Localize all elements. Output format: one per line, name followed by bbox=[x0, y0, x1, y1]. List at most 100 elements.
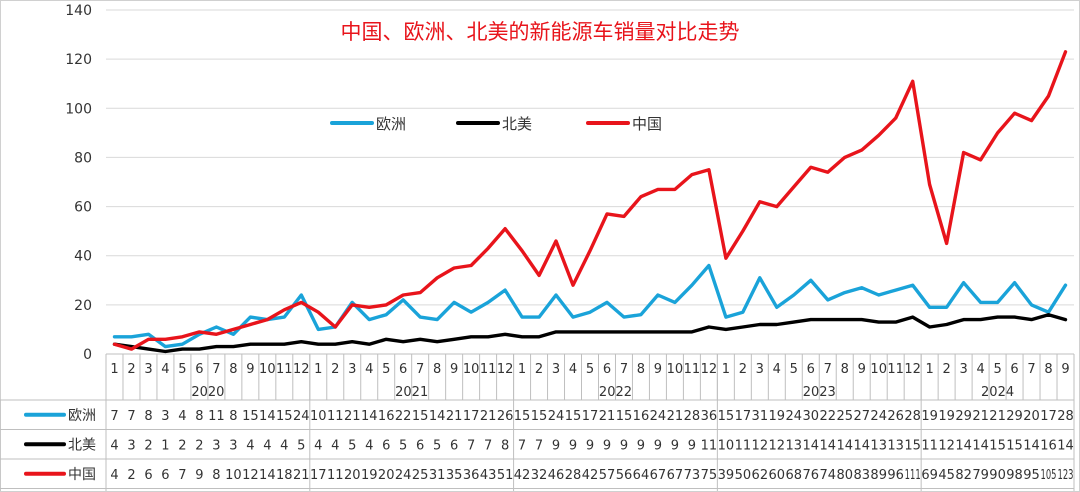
x-tick-label: 2 bbox=[739, 362, 747, 377]
table-cell: 28 bbox=[684, 409, 701, 424]
x-tick-label: 9 bbox=[654, 362, 662, 377]
table-cell: 36 bbox=[463, 468, 480, 483]
x-tick-label: 6 bbox=[1010, 362, 1018, 377]
table-cell: 67 bbox=[650, 468, 667, 483]
year-label: 2022 bbox=[599, 385, 632, 400]
table-cell: 3 bbox=[161, 409, 169, 424]
table-cell: 5 bbox=[348, 438, 356, 453]
x-tick-label: 7 bbox=[1027, 362, 1035, 377]
table-cell: 26 bbox=[497, 409, 514, 424]
table-cell: 79 bbox=[972, 468, 989, 483]
table-cell: 68 bbox=[786, 468, 803, 483]
table-cell: 21 bbox=[667, 409, 684, 424]
x-tick-label: 12 bbox=[293, 362, 310, 377]
x-tick-label: 1 bbox=[722, 362, 730, 377]
table-cell: 16 bbox=[1040, 438, 1057, 453]
table-cell: 17 bbox=[582, 409, 599, 424]
x-tick-label: 2 bbox=[331, 362, 339, 377]
table-cell: 7 bbox=[178, 468, 186, 483]
table-cell: 9 bbox=[586, 438, 594, 453]
x-tick-label: 9 bbox=[246, 362, 254, 377]
table-cell: 21 bbox=[972, 409, 989, 424]
table-cell: 21 bbox=[480, 409, 497, 424]
table-cell: 3 bbox=[127, 438, 135, 453]
x-tick-label: 9 bbox=[1061, 362, 1069, 377]
table-cell: 11 bbox=[208, 409, 225, 424]
x-tick-label: 3 bbox=[348, 362, 356, 377]
x-tick-label: 3 bbox=[959, 362, 967, 377]
table-cell: 4 bbox=[365, 438, 373, 453]
table-cell: 24 bbox=[293, 409, 310, 424]
x-tick-label: 1 bbox=[926, 362, 934, 377]
table-cell: 45 bbox=[938, 468, 955, 483]
table-cell: 4 bbox=[110, 438, 118, 453]
x-tick-label: 4 bbox=[569, 362, 577, 377]
table-cell: 7 bbox=[127, 409, 135, 424]
x-tick-label: 1 bbox=[518, 362, 526, 377]
table-cell: 15 bbox=[904, 438, 921, 453]
x-tick-label: 6 bbox=[603, 362, 611, 377]
table-cell: 76 bbox=[802, 468, 819, 483]
table-cell: 26 bbox=[887, 409, 904, 424]
year-label: 2024 bbox=[981, 385, 1014, 400]
table-cell: 14 bbox=[853, 438, 870, 453]
table-cell: 28 bbox=[565, 468, 582, 483]
table-cell: 14 bbox=[259, 409, 276, 424]
table-cell: 6 bbox=[144, 468, 152, 483]
table-cell: 31 bbox=[752, 409, 769, 424]
table-cell: 9 bbox=[637, 438, 645, 453]
x-tick-label: 8 bbox=[229, 362, 237, 377]
table-cell: 15 bbox=[276, 409, 293, 424]
table-cell: 9 bbox=[671, 438, 679, 453]
table-cell: 28 bbox=[904, 409, 921, 424]
table-cell: 31 bbox=[429, 468, 446, 483]
table-cell: 17 bbox=[735, 409, 752, 424]
table-cell: 6 bbox=[161, 468, 169, 483]
x-tick-label: 4 bbox=[161, 362, 169, 377]
table-cell: 20 bbox=[1023, 409, 1040, 424]
table-cell: 10 bbox=[718, 438, 735, 453]
table-cell: 11 bbox=[701, 438, 718, 453]
chart-title: 中国、欧洲、北美的新能源车销量对比走势 bbox=[341, 20, 740, 44]
table-cell: 19 bbox=[361, 468, 378, 483]
table-cell: 83 bbox=[853, 468, 870, 483]
x-tick-label: 7 bbox=[212, 362, 220, 377]
table-cell: 96 bbox=[887, 468, 904, 483]
table-cell: 29 bbox=[955, 409, 972, 424]
table-cell: 15 bbox=[514, 409, 531, 424]
table-cell: 14 bbox=[972, 438, 989, 453]
table-cell: 5 bbox=[297, 438, 305, 453]
table-cell: 5 bbox=[399, 438, 407, 453]
table-cell: 90 bbox=[989, 468, 1006, 483]
x-tick-label: 10 bbox=[259, 362, 276, 377]
table-cell: 75 bbox=[701, 468, 718, 483]
legend-label: 中国 bbox=[632, 115, 662, 133]
table-cell: 6 bbox=[382, 438, 390, 453]
table-cell: 9 bbox=[688, 438, 696, 453]
table-cell: 15 bbox=[1006, 438, 1023, 453]
table-cell: 9 bbox=[552, 438, 560, 453]
x-tick-label: 4 bbox=[365, 362, 373, 377]
x-tick-label: 2 bbox=[535, 362, 543, 377]
table-cell: 17 bbox=[1040, 409, 1057, 424]
table-cell: 56 bbox=[616, 468, 633, 483]
table-cell: 36 bbox=[701, 409, 718, 424]
x-tick-label: 12 bbox=[904, 362, 921, 377]
table-cell: 8 bbox=[501, 438, 509, 453]
x-tick-label: 3 bbox=[144, 362, 152, 377]
table-cell: 10 bbox=[225, 468, 242, 483]
table-cell: 30 bbox=[802, 409, 819, 424]
table-cell: 67 bbox=[667, 468, 684, 483]
table-cell: 21 bbox=[599, 409, 616, 424]
table-cell: 50 bbox=[735, 468, 752, 483]
table-cell: 43 bbox=[480, 468, 497, 483]
legend-label: 北美 bbox=[502, 115, 532, 133]
table-cell: 25 bbox=[836, 409, 853, 424]
table-cell: 60 bbox=[769, 468, 786, 483]
x-tick-label: 7 bbox=[824, 362, 832, 377]
table-cell: 98 bbox=[1006, 468, 1023, 483]
table-cell: 89 bbox=[870, 468, 887, 483]
table-cell: 9 bbox=[603, 438, 611, 453]
table-cell: 25 bbox=[412, 468, 429, 483]
